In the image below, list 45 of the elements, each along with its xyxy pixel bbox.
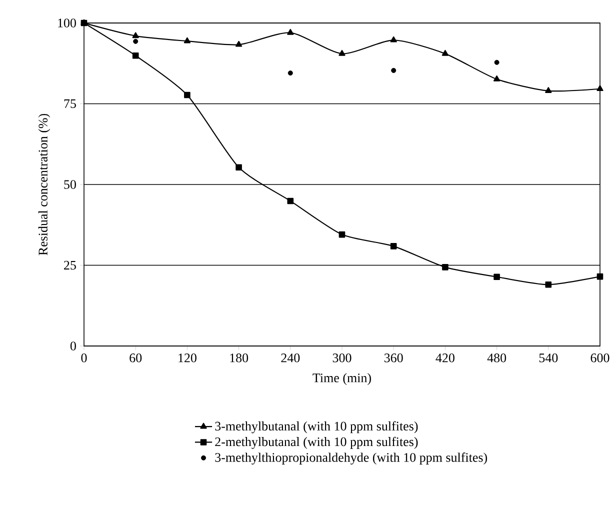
point bbox=[442, 264, 448, 270]
point bbox=[545, 281, 552, 288]
x-tick-label: 60 bbox=[130, 354, 142, 362]
y-tick-label: 0 bbox=[70, 342, 76, 350]
point bbox=[390, 243, 397, 250]
y-tick-label: 75 bbox=[64, 99, 76, 108]
point bbox=[236, 164, 242, 171]
x-tick-label: 360 bbox=[384, 354, 403, 362]
point bbox=[184, 37, 191, 44]
x-axis-title: Time (min) bbox=[312, 373, 371, 385]
x-tick-label: 540 bbox=[539, 354, 558, 362]
x-tick-label: 420 bbox=[436, 354, 454, 362]
point bbox=[184, 92, 190, 98]
point bbox=[132, 32, 139, 38]
point bbox=[288, 70, 293, 76]
y-tick-label: 25 bbox=[64, 260, 76, 270]
point bbox=[442, 50, 449, 56]
point bbox=[132, 52, 139, 59]
legend-label: 2-methylbutanal (with 10 ppm sulfites) bbox=[215, 436, 418, 449]
x-tick-label: 600 bbox=[590, 354, 610, 362]
y-axis-title: Residual concentration (%) bbox=[38, 114, 50, 256]
point bbox=[235, 40, 242, 47]
point bbox=[338, 231, 346, 238]
point bbox=[391, 68, 396, 73]
point bbox=[287, 28, 294, 35]
legend-label: 3-methylbutanal (with 10 ppm sulfites) bbox=[215, 421, 418, 434]
point bbox=[596, 273, 604, 280]
point bbox=[494, 60, 500, 65]
point bbox=[494, 274, 500, 280]
point bbox=[493, 75, 500, 82]
y-tick-label: 50 bbox=[64, 180, 76, 189]
x-tick-label: 240 bbox=[281, 354, 300, 362]
y-tick-label: 100 bbox=[58, 18, 76, 28]
point bbox=[133, 38, 138, 44]
point bbox=[338, 50, 346, 56]
x-tick-label: 120 bbox=[178, 354, 196, 362]
x-tick-label: 180 bbox=[230, 354, 248, 362]
x-tick-label: 480 bbox=[487, 354, 506, 362]
point bbox=[596, 85, 604, 92]
x-tick-label: 0 bbox=[81, 354, 87, 362]
legend-label: 3-methylthiopropionaldehyde (with 10 ppm sulfites) bbox=[215, 452, 488, 465]
x-tick-label: 300 bbox=[332, 354, 352, 362]
point bbox=[287, 198, 294, 204]
point bbox=[390, 36, 397, 42]
point bbox=[545, 87, 552, 93]
